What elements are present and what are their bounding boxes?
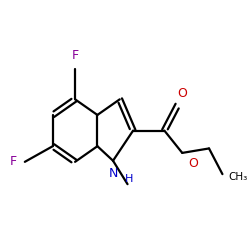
Text: H: H xyxy=(125,174,134,184)
Text: O: O xyxy=(188,157,198,170)
Text: O: O xyxy=(177,88,187,101)
Text: F: F xyxy=(72,50,79,62)
Text: N: N xyxy=(108,168,118,180)
Text: F: F xyxy=(10,155,17,168)
Text: CH₃: CH₃ xyxy=(228,172,247,182)
